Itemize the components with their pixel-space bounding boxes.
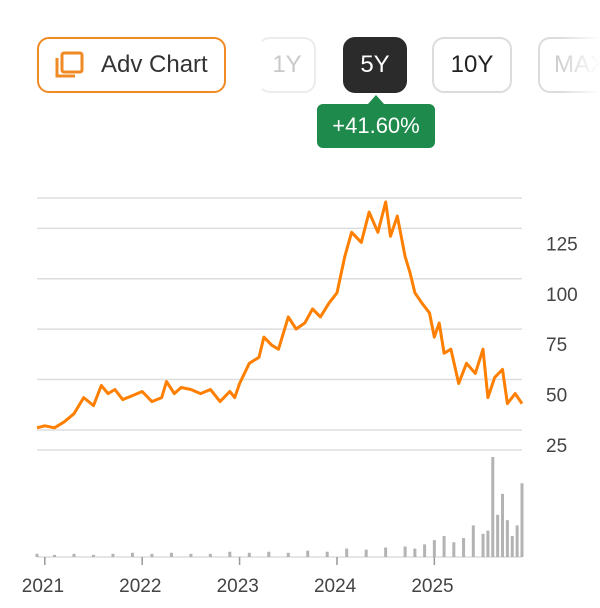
volume-bar [384,547,388,557]
x-tick-label: 2022 [119,576,161,597]
volume-bar [423,544,427,557]
volume-bar [491,457,495,557]
adv-chart-label: Adv Chart [101,51,208,78]
volume-bar [452,542,456,557]
volume-bar [267,551,271,557]
adv-chart-button[interactable]: Adv Chart [37,37,226,93]
volume-bar [432,540,436,557]
volume-bar [515,525,519,557]
volume-bar [208,553,212,557]
volume-bar [403,546,407,557]
x-tick-label: 2021 [22,576,64,597]
volume-bar [413,548,417,557]
volume-bar [247,552,251,557]
volume-bar [462,538,466,557]
volume-bar [306,550,310,557]
volume-bar [189,553,193,557]
range-10y-button[interactable]: 10Y [432,37,512,93]
volume-bar [501,493,505,557]
volume-bar [364,549,368,557]
volume-bar [505,520,509,557]
price-line [36,200,524,430]
volume-bar [53,554,57,557]
volume-bar [286,552,290,557]
volume-bar [130,552,134,557]
volume-bar [72,553,76,557]
change-badge-pointer [368,95,384,104]
toolbar-fade [560,37,600,95]
volume-bar [345,548,349,557]
volume-bar [520,483,524,557]
x-tick-label: 2023 [217,576,259,597]
y-tick-label: 75 [546,335,567,356]
volume-bar [471,525,475,557]
y-tick-label: 50 [546,386,567,407]
volume-bar [496,514,500,557]
range-1y-button[interactable]: 1Y [258,37,316,93]
volume-bar [150,553,154,557]
range-5y-button[interactable]: 5Y [343,37,407,93]
x-tick-label: 2025 [411,576,453,597]
volume-bar [510,535,514,557]
volume-bar [486,530,490,557]
y-tick-label: 100 [546,285,578,306]
volume-bar [481,533,485,557]
volume-bar [35,553,39,557]
chart-window-icon [55,51,84,78]
volume-bar [91,554,95,557]
change-badge: +41.60% [317,104,435,148]
volume-bar [228,551,232,557]
y-tick-label: 25 [546,436,567,457]
volume-bar [169,552,173,557]
volume-bar [442,535,446,557]
volume-bar [111,553,115,557]
volume-bar [325,551,329,557]
y-tick-label: 125 [546,234,578,255]
x-tick-label: 2024 [314,576,357,597]
